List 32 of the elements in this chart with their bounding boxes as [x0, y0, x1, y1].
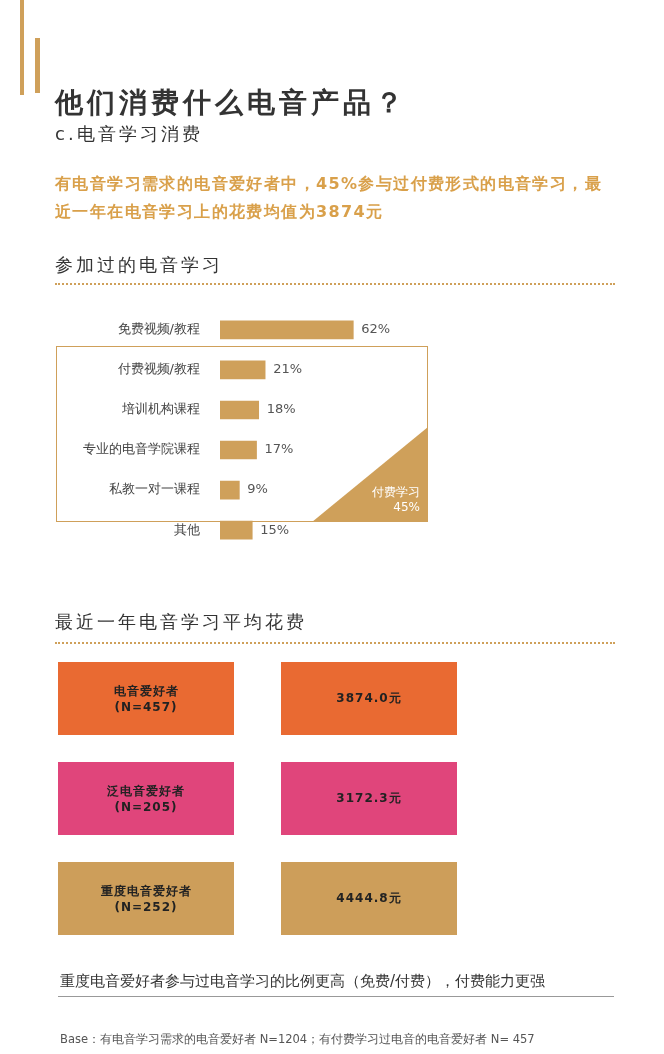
- text: 3172.3元: [336, 791, 402, 805]
- text: 付费学习 45%: [371, 485, 420, 515]
- bar: [220, 480, 240, 500]
- text: Base：有电音学习需求的电音爱好者 N=1204；有付费学习过电音的电音爱好者 N= 457: [60, 1032, 535, 1047]
- text: c.电音学习消费: [55, 122, 203, 146]
- text: 最近一年电音学习平均花费: [55, 610, 307, 634]
- category-label: 重度电音爱好者 (N=252): [58, 862, 234, 935]
- data-label: 9%: [247, 481, 268, 497]
- text: 重度电音爱好者参与过电音学习的比例更高（免费/付费），付费能力更强: [60, 972, 546, 991]
- text: 3874.0元: [336, 691, 402, 705]
- data-label: 18%: [266, 401, 296, 417]
- y-tick-label: 专业的电音学院课程: [83, 441, 200, 457]
- y-tick-label: 付费视频/教程: [116, 361, 200, 377]
- text: 4444.8元: [336, 891, 402, 905]
- text: 有电音学习需求的电音爱好者中，45%参与过付费形式的电音学习，最近一年在电音学习上的花费均值为3874元: [55, 173, 604, 223]
- bar: [220, 360, 266, 380]
- bar: [220, 520, 253, 540]
- data-label: 15%: [260, 521, 290, 537]
- category-label: 电音爱好者 (N=457): [58, 662, 234, 735]
- y-tick-label: 私教一对一课程: [109, 481, 200, 497]
- data-label: 21%: [273, 361, 303, 377]
- text: 他们消费什么电音产品？: [55, 85, 407, 121]
- chart-title: 参加过的电音学习: [55, 253, 223, 277]
- y-tick-label: 培训机构课程: [121, 401, 200, 417]
- data-label: 62%: [361, 321, 391, 337]
- bar: [220, 320, 354, 340]
- bar: [220, 400, 260, 420]
- bar: [220, 440, 257, 460]
- category-label: 泛电音爱好者 (N=205): [58, 762, 234, 835]
- y-tick-label: 免费视频/教程: [117, 321, 200, 337]
- data-label: 17%: [264, 441, 294, 457]
- y-tick-label: 其他: [174, 521, 200, 537]
